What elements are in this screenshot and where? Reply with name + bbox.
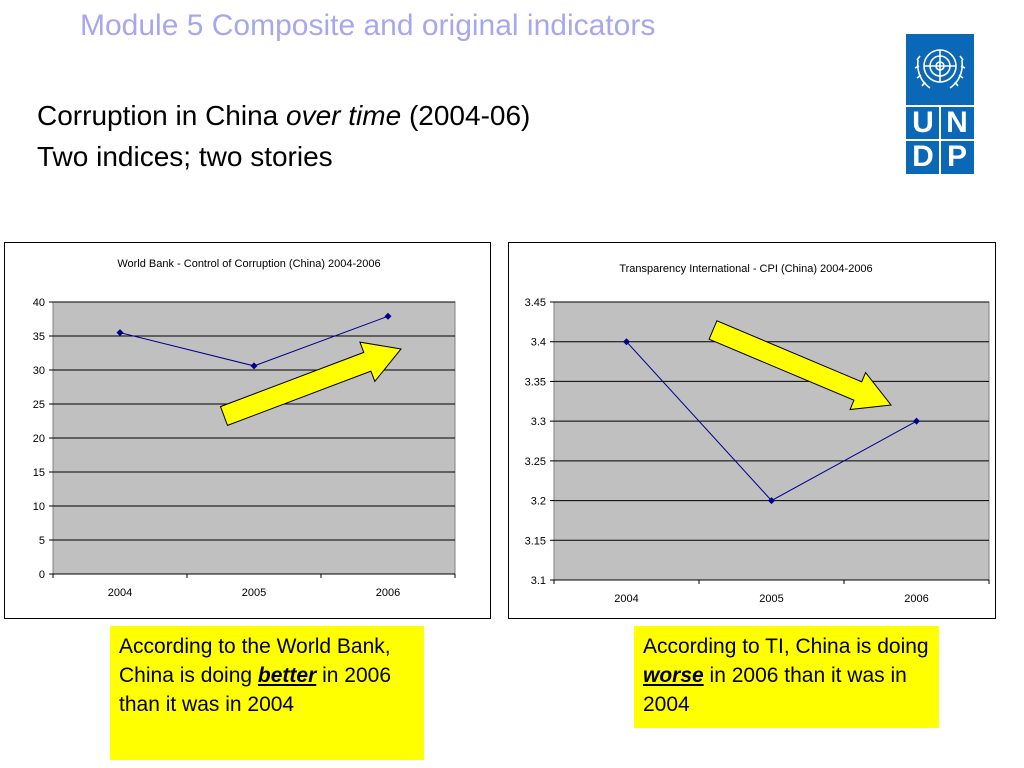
y-tick-label: 35 bbox=[33, 331, 45, 343]
callout-ti-text: According to TI, China is doing bbox=[643, 635, 929, 658]
chart-world-bank: World Bank - Control of Corruption (Chin… bbox=[4, 242, 491, 619]
heading-emphasis: over time bbox=[286, 100, 402, 131]
data-point bbox=[384, 312, 392, 320]
x-tick-label: 2006 bbox=[376, 587, 400, 599]
x-tick-label: 2004 bbox=[108, 587, 132, 599]
heading-line-1: Corruption in China over time (2004-06) bbox=[37, 95, 530, 136]
chart-title: Transparency International - CPI (China)… bbox=[619, 263, 872, 275]
y-tick-label: 10 bbox=[33, 501, 45, 513]
y-tick-label: 25 bbox=[33, 399, 45, 411]
data-point bbox=[623, 338, 630, 346]
y-tick-label: 3.4 bbox=[531, 337, 546, 349]
x-tick-label: 2006 bbox=[904, 593, 928, 605]
data-point bbox=[768, 497, 775, 505]
logo-letter-d: D bbox=[912, 140, 934, 173]
y-tick-label: 3.1 bbox=[531, 575, 546, 587]
y-tick-label: 5 bbox=[39, 535, 45, 547]
callout-world-bank-emphasis: better bbox=[257, 664, 317, 687]
callout-ti: According to TI, China is doing worse in… bbox=[634, 626, 939, 728]
y-tick-label: 20 bbox=[33, 433, 45, 445]
data-point bbox=[913, 417, 920, 425]
y-tick-label: 3.2 bbox=[531, 496, 546, 508]
logo-grid-lines bbox=[906, 105, 974, 174]
y-tick-label: 3.3 bbox=[531, 416, 546, 428]
logo-letter-u: U bbox=[912, 106, 934, 139]
y-tick-label: 30 bbox=[33, 365, 45, 377]
callout-ti-emphasis: worse bbox=[643, 664, 704, 687]
y-tick-label: 3.35 bbox=[525, 376, 546, 388]
x-tick-label: 2004 bbox=[614, 593, 638, 605]
y-tick-label: 3.45 bbox=[525, 297, 546, 309]
chart-transparency-international: Transparency International - CPI (China)… bbox=[508, 242, 996, 619]
x-tick-label: 2005 bbox=[759, 593, 783, 605]
x-tick-label: 2005 bbox=[242, 587, 266, 599]
callout-world-bank-text-end: in 2006 than it was in 2004 bbox=[119, 664, 392, 716]
slide-heading: Corruption in China over time (2004-06) … bbox=[37, 95, 530, 177]
callout-world-bank-text: According to the World Bank, China is do… bbox=[119, 635, 391, 687]
un-emblem-icon bbox=[914, 49, 966, 89]
trend-arrow-icon bbox=[219, 341, 402, 427]
chart-title: World Bank - Control of Corruption (Chin… bbox=[117, 258, 380, 270]
trend-arrow-icon bbox=[708, 320, 892, 411]
y-tick-label: 0 bbox=[39, 569, 45, 581]
data-point bbox=[250, 362, 258, 370]
module-title: Module 5 Composite and original indicato… bbox=[80, 9, 656, 42]
y-tick-label: 3.25 bbox=[525, 456, 546, 468]
undp-logo: U N D P bbox=[906, 34, 974, 174]
heading-line-2: Two indices; two stories bbox=[37, 141, 333, 172]
heading-text-start: Corruption in China bbox=[37, 100, 287, 131]
callout-world-bank: According to the World Bank, China is do… bbox=[110, 626, 424, 760]
logo-letter-p: P bbox=[946, 140, 967, 173]
callout-ti-text-end: in 2006 than it was in 2004 bbox=[643, 664, 907, 716]
y-tick-label: 15 bbox=[33, 467, 45, 479]
logo-letter-n: N bbox=[946, 106, 968, 139]
data-point bbox=[116, 329, 124, 337]
y-tick-label: 3.15 bbox=[525, 535, 546, 547]
heading-text-end: (2004-06) bbox=[401, 100, 531, 131]
y-tick-label: 40 bbox=[33, 297, 45, 309]
